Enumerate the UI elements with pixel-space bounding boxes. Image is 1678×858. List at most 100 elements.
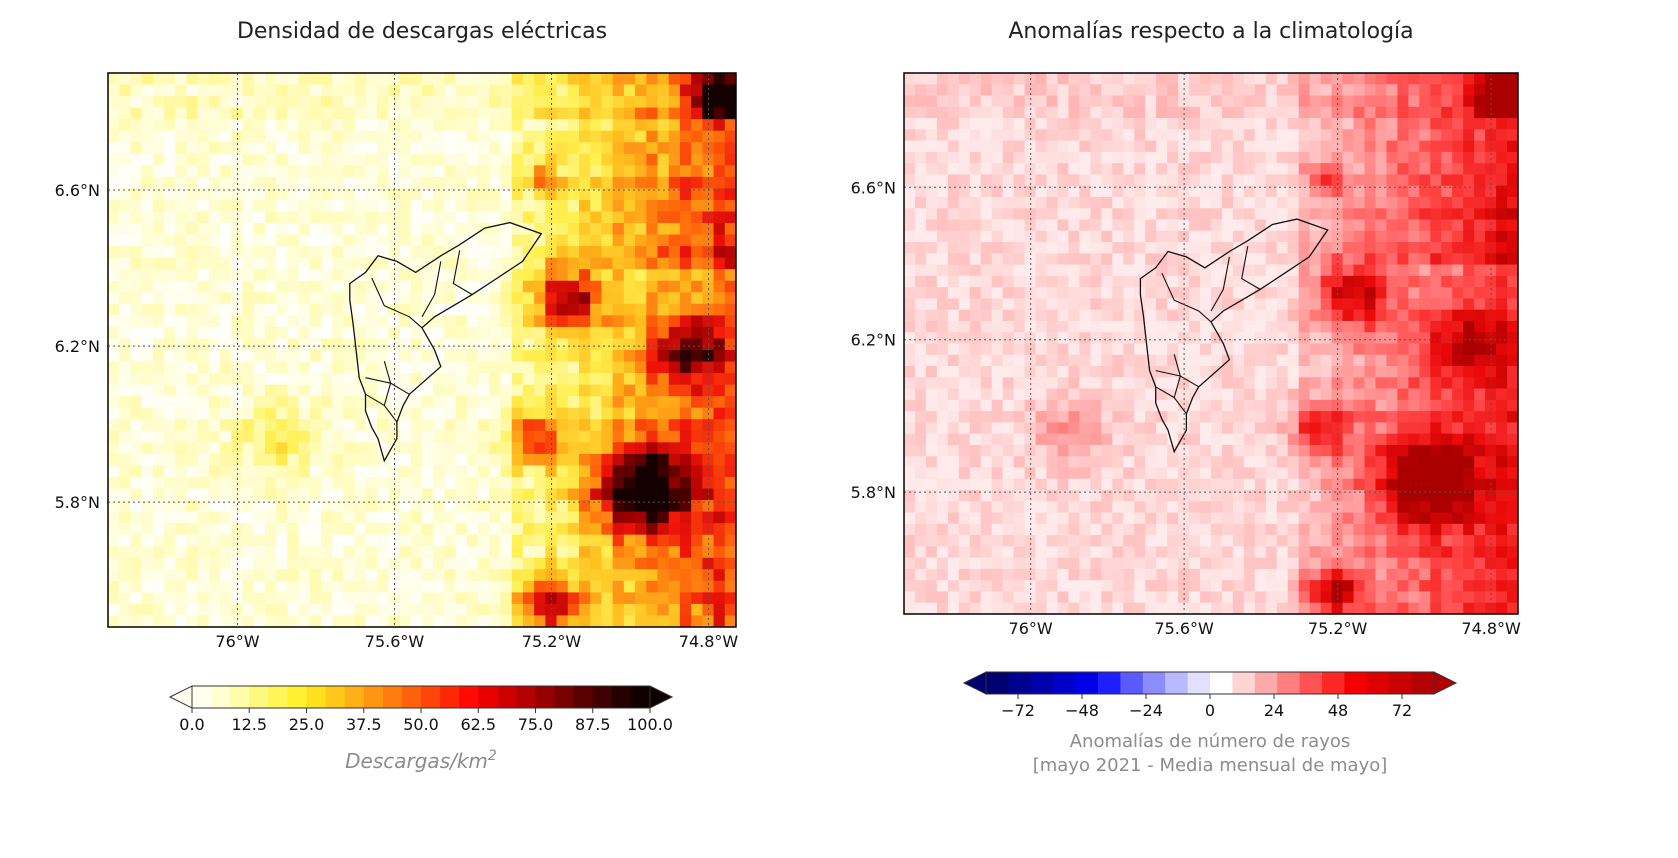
field-cell [1364, 264, 1377, 277]
field-cell [1507, 444, 1518, 457]
field-cell [1145, 253, 1157, 266]
field-cell [130, 165, 143, 178]
field-cell [980, 219, 993, 232]
field-cell [287, 73, 300, 86]
field-cell [646, 453, 659, 467]
field-cell [309, 511, 322, 524]
field-cell [164, 142, 176, 155]
field-cell [455, 557, 468, 570]
field-cell [947, 433, 960, 446]
field-cell [220, 326, 232, 340]
field-cell [668, 96, 681, 109]
field-cell [1002, 208, 1015, 221]
field-cell [914, 411, 927, 423]
field-cell [253, 188, 266, 201]
field-cell [410, 188, 423, 201]
field-cell [1134, 174, 1146, 187]
field-cell [365, 234, 378, 247]
field-cell [1090, 501, 1102, 514]
field-cell [1156, 106, 1168, 119]
density-field [904, 73, 1518, 614]
field-cell [164, 523, 176, 536]
field-cell [377, 500, 389, 513]
field-cell [130, 130, 143, 143]
field-cell [1419, 354, 1431, 367]
field-cell [1035, 399, 1048, 412]
field-cell [108, 234, 120, 247]
field-cell [1419, 196, 1431, 209]
field-cell [141, 176, 154, 190]
field-cell [1430, 433, 1442, 446]
field-cell [1331, 275, 1344, 288]
field-cell [1287, 151, 1300, 164]
field-cell [231, 500, 244, 513]
field-cell [713, 211, 726, 224]
field-cell [1320, 287, 1333, 300]
field-cell [231, 176, 244, 190]
field-cell [399, 430, 412, 443]
field-cell [1397, 84, 1409, 97]
field-cell [1496, 422, 1508, 435]
field-cell [377, 246, 389, 259]
field-cell [231, 96, 244, 109]
field-cell [332, 165, 345, 178]
field-cell [388, 130, 401, 143]
field-cell [253, 592, 266, 605]
field-cell [1013, 320, 1026, 333]
field-cell [623, 326, 636, 340]
field-cell [1013, 467, 1026, 480]
field-cell [1221, 388, 1234, 401]
field-cell [958, 73, 971, 85]
field-cell [500, 119, 513, 132]
field-cell [220, 153, 232, 166]
field-cell [489, 130, 502, 143]
field-cell [433, 546, 446, 559]
field-cell [1221, 219, 1234, 232]
field-cell [713, 326, 726, 340]
field-cell [556, 580, 569, 593]
field-cell [1419, 129, 1431, 142]
field-cell [1320, 456, 1333, 469]
field-cell [1079, 129, 1091, 142]
field-cell [1386, 411, 1398, 423]
field-cell [1189, 478, 1201, 491]
field-cell [925, 433, 938, 446]
field-cell [1276, 163, 1289, 176]
field-cell [152, 326, 165, 340]
field-cell [612, 165, 625, 178]
field-cell [1276, 467, 1289, 480]
field-cell [276, 292, 289, 305]
field-cell [231, 246, 244, 259]
field-cell [186, 442, 199, 455]
field-cell [1441, 433, 1453, 446]
field-cell [1112, 106, 1124, 119]
field-cell [1090, 512, 1102, 525]
field-cell [276, 280, 289, 293]
field-cell [646, 269, 659, 282]
field-cell [1024, 309, 1037, 322]
field-cell [1232, 399, 1245, 412]
field-cell [980, 411, 993, 423]
field-cell [679, 130, 692, 143]
field-cell [1046, 287, 1059, 300]
field-cell [1430, 309, 1442, 322]
field-cell [197, 615, 210, 627]
field-cell [958, 433, 971, 446]
field-cell [1079, 490, 1091, 502]
field-cell [1232, 478, 1245, 491]
field-cell [635, 303, 647, 316]
field-cell [276, 453, 289, 467]
field-cell [298, 615, 311, 627]
field-cell [231, 130, 244, 143]
field-cell [969, 219, 982, 232]
field-cell [1342, 253, 1355, 266]
field-cell [455, 96, 468, 109]
field-cell [936, 366, 949, 378]
field-cell [713, 476, 726, 490]
field-cell [410, 246, 423, 259]
field-cell [914, 287, 927, 300]
field-cell [567, 130, 580, 143]
field-cell [1474, 174, 1486, 187]
field-cell [1353, 354, 1366, 367]
field-cell [208, 107, 221, 120]
